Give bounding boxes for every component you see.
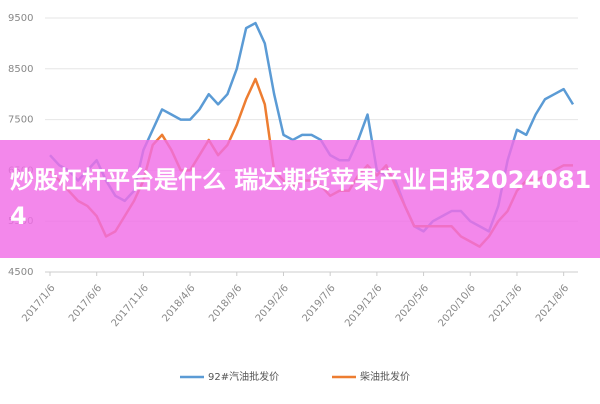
x-tick-label: 2019/7/6: [300, 283, 337, 324]
y-tick-label: 7500: [8, 115, 33, 126]
x-tick-label: 2021/8/6: [534, 283, 571, 324]
x-tick-label: 2017/6/6: [67, 283, 104, 324]
x-tick-label: 2018/4/6: [160, 283, 197, 324]
x-tick-label: 2020/10/6: [436, 283, 477, 329]
x-tick-label: 2020/5/6: [394, 283, 431, 324]
x-tick-label: 2019/12/6: [343, 283, 384, 329]
legend-label: 92#汽油批发价: [208, 370, 279, 383]
overlay-banner: 炒股杠杆平台是什么 瑞达期货苹果产业日报20240814: [0, 140, 600, 258]
x-tick-label: 2021/3/6: [487, 283, 524, 324]
x-tick-label: 2019/2/6: [254, 283, 291, 324]
x-tick-label: 2018/9/6: [207, 283, 244, 324]
y-tick-label: 8500: [8, 64, 33, 75]
overlay-text: 炒股杠杆平台是什么 瑞达期货苹果产业日报20240814: [10, 166, 592, 230]
y-tick-label: 4500: [8, 267, 33, 278]
x-tick-label: 2017/11/6: [110, 283, 151, 329]
legend-label: 柴油批发价: [360, 370, 410, 383]
x-tick-label: 2017/1/6: [20, 283, 57, 324]
y-tick-label: 9500: [8, 13, 33, 24]
